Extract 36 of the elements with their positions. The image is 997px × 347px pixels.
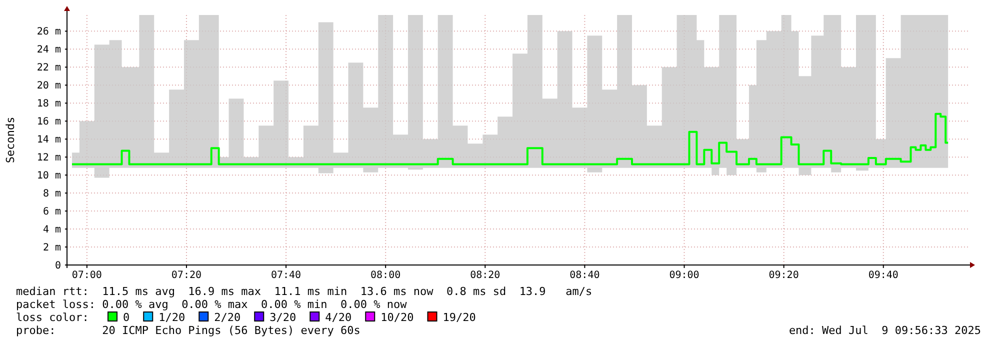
y-tick-label: 2 m <box>42 242 61 254</box>
y-tick-label: 10 m <box>36 170 61 182</box>
x-tick-label: 07:00 <box>72 270 102 281</box>
legend-label: 4/20 <box>325 311 352 324</box>
legend-label: 3/20 <box>270 311 296 324</box>
y-tick-label: 14 m <box>36 134 61 146</box>
x-tick-label: 08:40 <box>570 270 600 281</box>
text: end: Wed Jul 9 09:56:33 2025 <box>788 324 981 337</box>
y-tick-label: 22 m <box>36 62 61 74</box>
legend-label: 1/20 <box>158 311 186 324</box>
x-tick-label: 09:00 <box>669 270 700 281</box>
x-tick-label: 07:20 <box>171 270 202 281</box>
y-tick-label: 12 m <box>36 152 61 164</box>
legend-label: 0 <box>123 311 130 324</box>
legend-label: 19/20 <box>442 311 476 324</box>
y-tick-label: 8 m <box>42 188 61 200</box>
y-tick-label: 6 m <box>42 206 61 218</box>
legend-title: loss color: <box>16 311 89 324</box>
x-tick-label: 09:20 <box>768 270 799 281</box>
y-tick-label: 26 m <box>36 26 61 38</box>
x-tick-label: 09:40 <box>868 270 898 281</box>
y-tick-label: 18 m <box>36 98 61 110</box>
y-tick-label: 24 m <box>36 44 61 56</box>
y-tick-label: 0 <box>54 260 61 272</box>
x-tick-label: 08:00 <box>370 270 401 281</box>
text: probe: 20 ICMP Echo Pings (56 Bytes) every 60s <box>16 324 360 337</box>
legend-label: 2/20 <box>214 311 241 324</box>
y-tick-label: 20 m <box>36 80 61 92</box>
text: median rtt: 11.5 ms avg 16.9 ms max 11.1 ms min 13.6 ms now 0.8 ms sd 13.9 am/s <box>16 285 592 298</box>
y-tick-label: 4 m <box>42 224 61 236</box>
x-tick-label: 07:40 <box>270 270 302 281</box>
text: packet loss: 0.00 % avg 0.00 % max 0.00 % min 0.00 % now <box>16 298 408 311</box>
legend-label: 10/20 <box>380 311 414 324</box>
x-tick-label: 08:20 <box>470 270 500 281</box>
y-axis-title: Seconds <box>4 116 17 164</box>
y-tick-label: 16 m <box>36 116 61 128</box>
